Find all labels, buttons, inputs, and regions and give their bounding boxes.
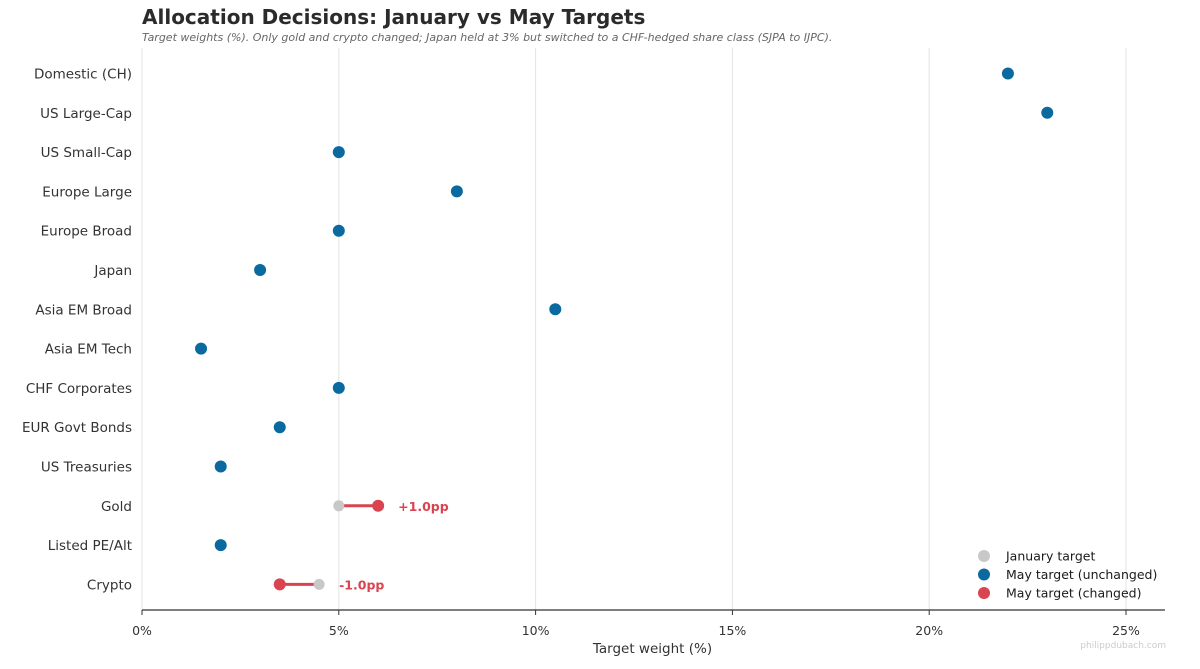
x-tick-label: 10%	[522, 623, 550, 638]
x-tick-label: 0%	[132, 623, 152, 638]
category-label: Gold	[101, 499, 132, 515]
category-label: Europe Broad	[41, 224, 132, 240]
january-point	[313, 578, 325, 590]
may-point-unchanged	[332, 381, 345, 394]
may-point-unchanged	[332, 224, 345, 237]
may-point-unchanged	[450, 185, 463, 198]
chart-title: Allocation Decisions: January vs May Tar…	[142, 5, 646, 29]
may-point-unchanged	[273, 421, 286, 434]
delta-annotation: +1.0pp	[398, 499, 449, 514]
may-point-changed	[372, 499, 385, 512]
may-point-unchanged	[1041, 106, 1054, 119]
legend-marker	[978, 587, 990, 599]
category-label: CHF Corporates	[26, 381, 132, 397]
category-label: Asia EM Tech	[45, 342, 132, 358]
may-point-unchanged	[195, 342, 208, 355]
delta-annotation: -1.0pp	[339, 577, 384, 592]
may-point-unchanged	[1001, 67, 1014, 80]
category-label: US Treasuries	[41, 460, 132, 476]
category-label: US Small-Cap	[41, 145, 132, 161]
legend-label: May target (changed)	[1006, 586, 1142, 601]
category-label: Europe Large	[42, 184, 132, 200]
legend-label: January target	[1005, 549, 1095, 564]
category-label: Listed PE/Alt	[48, 538, 132, 554]
legend-marker	[978, 550, 990, 562]
x-tick-label: 15%	[719, 623, 747, 638]
may-point-unchanged	[332, 146, 345, 159]
legend-label: May target (unchanged)	[1006, 567, 1157, 582]
category-label: US Large-Cap	[40, 106, 132, 122]
category-label: Japan	[93, 263, 132, 279]
may-point-unchanged	[214, 460, 227, 473]
x-tick-label: 20%	[915, 623, 943, 638]
x-tick-label: 5%	[329, 623, 349, 638]
category-label: Crypto	[87, 577, 132, 593]
may-point-changed	[273, 578, 286, 591]
category-label: Domestic (CH)	[34, 67, 132, 83]
legend-marker	[978, 568, 990, 581]
may-point-unchanged	[254, 264, 267, 276]
category-label: EUR Govt Bonds	[22, 420, 132, 436]
x-axis-label: Target weight (%)	[592, 641, 712, 657]
category-label: Asia EM Broad	[35, 302, 132, 318]
may-point-unchanged	[549, 303, 562, 316]
watermark-text: philippdubach.com	[1080, 641, 1166, 651]
may-point-unchanged	[214, 539, 227, 552]
chart-subtitle: Target weights (%). Only gold and crypto…	[142, 31, 833, 44]
january-point	[333, 500, 345, 512]
x-tick-label: 25%	[1112, 623, 1140, 638]
